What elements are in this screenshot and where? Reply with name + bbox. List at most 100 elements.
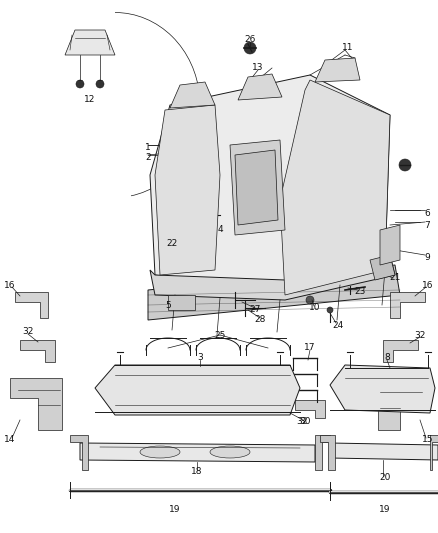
Circle shape	[399, 159, 411, 171]
Circle shape	[172, 390, 177, 394]
Polygon shape	[15, 292, 48, 318]
Polygon shape	[150, 75, 390, 295]
Polygon shape	[320, 435, 335, 470]
Text: 22: 22	[166, 238, 178, 247]
Circle shape	[96, 80, 104, 88]
Circle shape	[226, 377, 230, 383]
Text: 10: 10	[309, 303, 321, 312]
Circle shape	[117, 400, 123, 406]
Text: 19: 19	[169, 505, 181, 514]
Circle shape	[370, 376, 374, 381]
Text: 28: 28	[254, 316, 266, 325]
Circle shape	[135, 390, 141, 394]
Text: 25: 25	[214, 330, 226, 340]
Polygon shape	[315, 58, 360, 82]
Text: 16: 16	[422, 280, 434, 289]
Text: 6: 6	[424, 208, 430, 217]
Circle shape	[244, 390, 248, 394]
Text: 15: 15	[422, 435, 434, 445]
Text: 9: 9	[424, 254, 430, 262]
Circle shape	[172, 377, 177, 383]
Circle shape	[76, 80, 84, 88]
Polygon shape	[10, 378, 62, 430]
Circle shape	[350, 398, 354, 402]
Circle shape	[117, 390, 123, 394]
Text: 8: 8	[384, 353, 390, 362]
Polygon shape	[238, 74, 282, 100]
Circle shape	[389, 376, 395, 381]
Polygon shape	[20, 340, 55, 362]
Circle shape	[306, 296, 314, 304]
Polygon shape	[170, 82, 215, 108]
Text: 32: 32	[414, 330, 426, 340]
Circle shape	[190, 377, 194, 383]
Circle shape	[279, 400, 285, 406]
Polygon shape	[168, 295, 195, 310]
Text: 4: 4	[217, 225, 223, 235]
Circle shape	[153, 390, 159, 394]
Text: 23: 23	[354, 287, 366, 296]
Circle shape	[350, 387, 354, 392]
Circle shape	[135, 400, 141, 406]
Text: 26: 26	[244, 36, 256, 44]
Text: 11: 11	[342, 44, 354, 52]
Text: 32: 32	[22, 327, 34, 336]
Circle shape	[350, 376, 354, 381]
Polygon shape	[230, 140, 285, 235]
Polygon shape	[148, 265, 400, 320]
Ellipse shape	[140, 446, 180, 458]
Text: 14: 14	[4, 435, 16, 445]
Circle shape	[135, 377, 141, 383]
Polygon shape	[235, 150, 278, 225]
Text: 1: 1	[145, 143, 151, 152]
Polygon shape	[315, 435, 330, 470]
Text: 27: 27	[249, 305, 261, 314]
Text: 20: 20	[379, 473, 391, 482]
Polygon shape	[430, 435, 438, 470]
Text: 18: 18	[191, 467, 203, 477]
Text: 12: 12	[84, 95, 95, 104]
Circle shape	[261, 377, 266, 383]
Circle shape	[410, 387, 414, 392]
Text: 30: 30	[299, 417, 311, 426]
Polygon shape	[380, 225, 400, 265]
Polygon shape	[383, 340, 418, 362]
Ellipse shape	[210, 446, 250, 458]
Text: 17: 17	[304, 343, 316, 352]
Text: 16: 16	[4, 280, 16, 289]
Circle shape	[261, 400, 266, 406]
Circle shape	[244, 377, 248, 383]
Circle shape	[389, 387, 395, 392]
Polygon shape	[330, 365, 435, 413]
Polygon shape	[70, 435, 88, 470]
Polygon shape	[295, 400, 325, 418]
Polygon shape	[390, 292, 425, 318]
Text: 19: 19	[379, 505, 391, 514]
Text: 5: 5	[165, 301, 171, 310]
Circle shape	[244, 42, 256, 54]
Circle shape	[117, 377, 123, 383]
Polygon shape	[370, 255, 395, 280]
Circle shape	[190, 400, 194, 406]
Circle shape	[226, 400, 230, 406]
Polygon shape	[80, 443, 315, 462]
Circle shape	[153, 400, 159, 406]
Circle shape	[190, 390, 194, 394]
Text: 7: 7	[424, 221, 430, 230]
Text: 13: 13	[252, 63, 264, 72]
Text: 24: 24	[332, 320, 344, 329]
Polygon shape	[330, 443, 438, 460]
Circle shape	[226, 390, 230, 394]
Circle shape	[279, 390, 285, 394]
Circle shape	[172, 400, 177, 406]
Circle shape	[208, 400, 212, 406]
Circle shape	[208, 377, 212, 383]
Circle shape	[370, 398, 374, 402]
Circle shape	[370, 387, 374, 392]
Circle shape	[389, 398, 395, 402]
Circle shape	[208, 390, 212, 394]
Circle shape	[153, 377, 159, 383]
Text: 21: 21	[389, 273, 401, 282]
Circle shape	[410, 376, 414, 381]
Text: 2: 2	[145, 154, 151, 163]
